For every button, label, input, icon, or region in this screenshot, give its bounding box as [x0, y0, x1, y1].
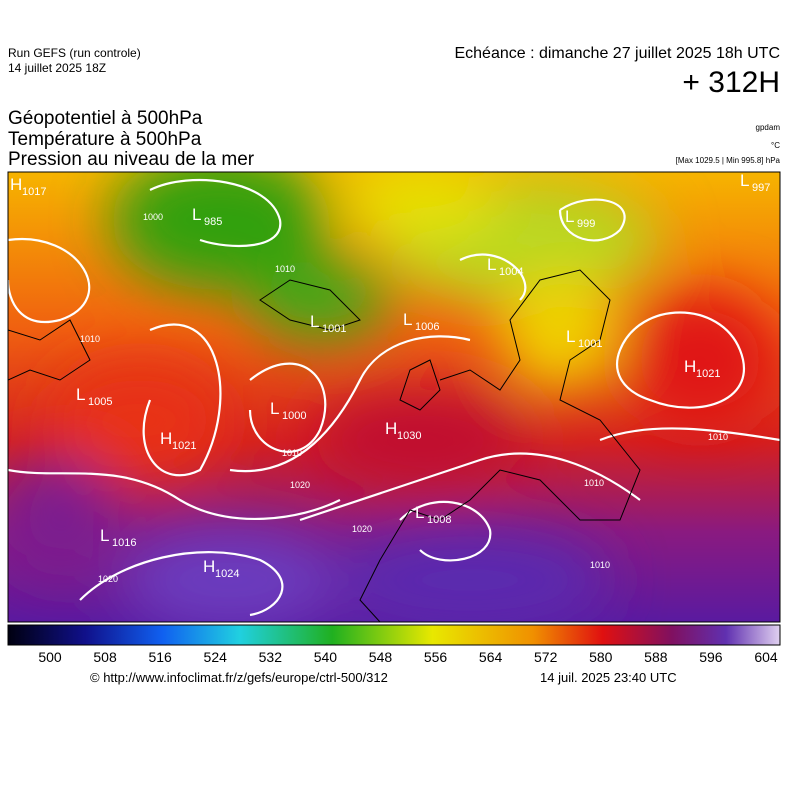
center-type: L: [566, 327, 575, 346]
colorbar: [7, 624, 781, 646]
pressure-center: H 1021: [684, 357, 720, 380]
run-date: 14 juillet 2025 18Z: [8, 61, 107, 75]
pressure-center: L 999: [565, 207, 595, 230]
field-title: Pression au niveau de la mer: [8, 149, 255, 170]
center-value: 1021: [172, 440, 196, 452]
colorbar-tick-label: 532: [259, 649, 283, 665]
isobar-label: 1000: [143, 212, 163, 222]
colorbar-tick-label: 548: [369, 649, 393, 665]
pressure-center: L 1006: [403, 310, 439, 333]
map-field: [8, 172, 780, 622]
center-type: H: [203, 557, 215, 576]
center-type: L: [487, 255, 496, 274]
center-type: L: [192, 205, 201, 224]
isobar-label: 1020: [98, 574, 118, 584]
center-value: 1005: [88, 396, 112, 408]
pressure-center: L 997: [740, 171, 770, 194]
center-value: 1001: [322, 323, 346, 335]
colorbar-tick-label: 508: [93, 649, 117, 665]
center-value: 999: [577, 218, 595, 230]
colorbar-tick-label: 596: [699, 649, 723, 665]
pressure-center: H 1024: [203, 557, 239, 580]
center-value: 1008: [427, 514, 451, 526]
colorbar-tick-label: 572: [534, 649, 558, 665]
unit: °C: [771, 141, 780, 150]
pressure-center: L 1000: [270, 399, 306, 422]
center-value: 1021: [696, 368, 720, 380]
colorbar-tick-label: 500: [38, 649, 62, 665]
center-value: 1024: [215, 568, 239, 580]
pressure-center: L 1016: [100, 526, 136, 549]
unit: [Max 1029.5 | Min 995.8] hPa: [675, 156, 780, 165]
colorbar-tick-label: 604: [754, 649, 778, 665]
colorbar-tick-label: 516: [148, 649, 172, 665]
colorbar-tick-label: 588: [644, 649, 668, 665]
center-type: H: [160, 429, 172, 448]
colorbar-tick-label: 564: [479, 649, 503, 665]
center-value: 1000: [282, 410, 306, 422]
isobar-label: 1010: [282, 448, 302, 458]
center-type: H: [684, 357, 696, 376]
isobar-label: 1010: [80, 334, 100, 344]
center-value: 1030: [397, 430, 421, 442]
isobar-label: 1020: [352, 524, 372, 534]
isobar-label: 1010: [708, 432, 728, 442]
isobar-label: 1020: [290, 480, 310, 490]
center-type: L: [415, 503, 424, 522]
valid-time: Echéance : dimanche 27 juillet 2025 18h …: [454, 45, 780, 62]
run-label: Run GEFS (run controle): [8, 46, 141, 60]
pressure-center: L 1008: [415, 503, 451, 526]
map: 500 508 516 524 532 540 548 556 564 572 580 588 596 6…: [7, 171, 781, 665]
center-type: L: [270, 399, 279, 418]
center-value: 985: [204, 216, 222, 228]
colorbar-tick-label: 580: [589, 649, 613, 665]
pressure-center: H 1021: [160, 429, 196, 452]
source-url: © http://www.infoclimat.fr/z/gefs/europe…: [90, 670, 388, 685]
pressure-center: L 985: [192, 205, 222, 228]
center-value: 1004: [499, 266, 523, 278]
center-type: L: [565, 207, 574, 226]
generated-time: 14 juil. 2025 23:40 UTC: [540, 670, 677, 685]
center-value: 997: [752, 182, 770, 194]
isobar-label: 1010: [584, 478, 604, 488]
isobar-label: 1010: [590, 560, 610, 570]
lead-time: + 312H: [682, 66, 780, 99]
isobar-label: 1010: [275, 264, 295, 274]
pressure-center: L 1001: [566, 327, 602, 350]
field-title: Température à 500hPa: [8, 129, 202, 150]
pressure-center: L 1001: [310, 312, 346, 335]
map-frame: [7, 171, 781, 623]
center-value: 1001: [578, 338, 602, 350]
center-type: L: [100, 526, 109, 545]
pressure-center: H 1017: [10, 175, 46, 198]
isobar-labels: 1010 1010 1020 1020 1020 1010 1010 1010 1010 1000: [80, 212, 728, 584]
center-type: H: [10, 175, 22, 194]
colorbar-tick-label: 540: [314, 649, 338, 665]
center-type: L: [310, 312, 319, 331]
center-type: L: [403, 310, 412, 329]
pressure-center: L 1004: [487, 255, 523, 278]
center-type: L: [740, 171, 749, 190]
colorbar-tick-label: 556: [424, 649, 448, 665]
center-value: 1016: [112, 537, 136, 549]
unit: gpdam: [755, 123, 780, 132]
pressure-center: L 1005: [76, 385, 112, 408]
pressure-center: H 1030: [385, 419, 421, 442]
field-title: Géopotentiel à 500hPa: [8, 108, 203, 129]
colorbar-tick-label: 524: [204, 649, 228, 665]
center-type: H: [385, 419, 397, 438]
center-value: 1017: [22, 186, 46, 198]
center-value: 1006: [415, 321, 439, 333]
center-type: L: [76, 385, 85, 404]
